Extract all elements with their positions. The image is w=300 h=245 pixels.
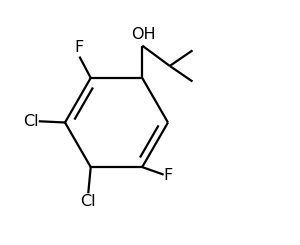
- Text: F: F: [164, 168, 173, 183]
- Text: Cl: Cl: [80, 194, 96, 209]
- Text: OH: OH: [131, 27, 156, 42]
- Text: F: F: [74, 40, 83, 55]
- Text: Cl: Cl: [23, 114, 39, 129]
